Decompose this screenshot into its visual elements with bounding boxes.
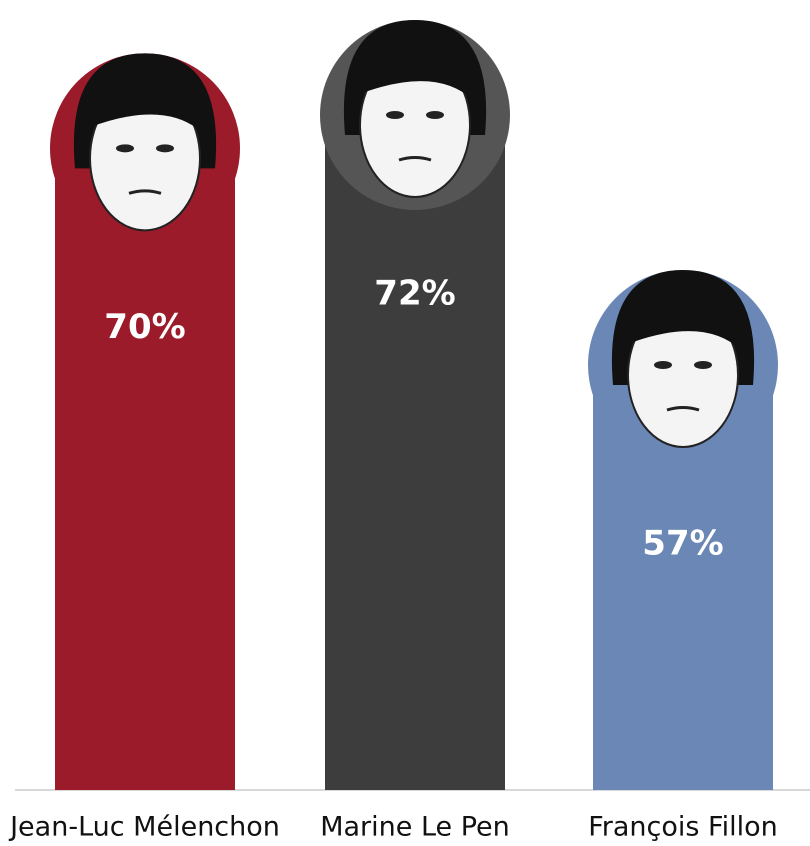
portrait-mouth: [398, 156, 432, 162]
portrait-eye: [694, 361, 712, 369]
value-label: 57%: [642, 524, 723, 564]
portrait: [50, 53, 240, 244]
portrait-fringe: [87, 77, 203, 134]
portrait: [588, 270, 778, 460]
portrait-mouth: [666, 406, 700, 412]
portrait-eye: [654, 361, 672, 369]
portrait-fringe: [357, 44, 473, 100]
portrait-eye: [156, 144, 174, 153]
portrait: [320, 20, 510, 210]
x-tick-label: Jean-Luc Mélenchon: [8, 812, 280, 843]
x-tick-label: François Fillon: [588, 812, 778, 843]
portrait-eye: [426, 111, 444, 119]
portrait-eye: [116, 144, 134, 153]
value-label: 70%: [104, 307, 185, 347]
portrait-eye: [386, 111, 404, 119]
portrait-mouth: [128, 189, 162, 195]
value-label: 72%: [374, 274, 455, 314]
x-tick-label: Marine Le Pen: [320, 812, 510, 843]
portrait-fringe: [625, 294, 741, 350]
